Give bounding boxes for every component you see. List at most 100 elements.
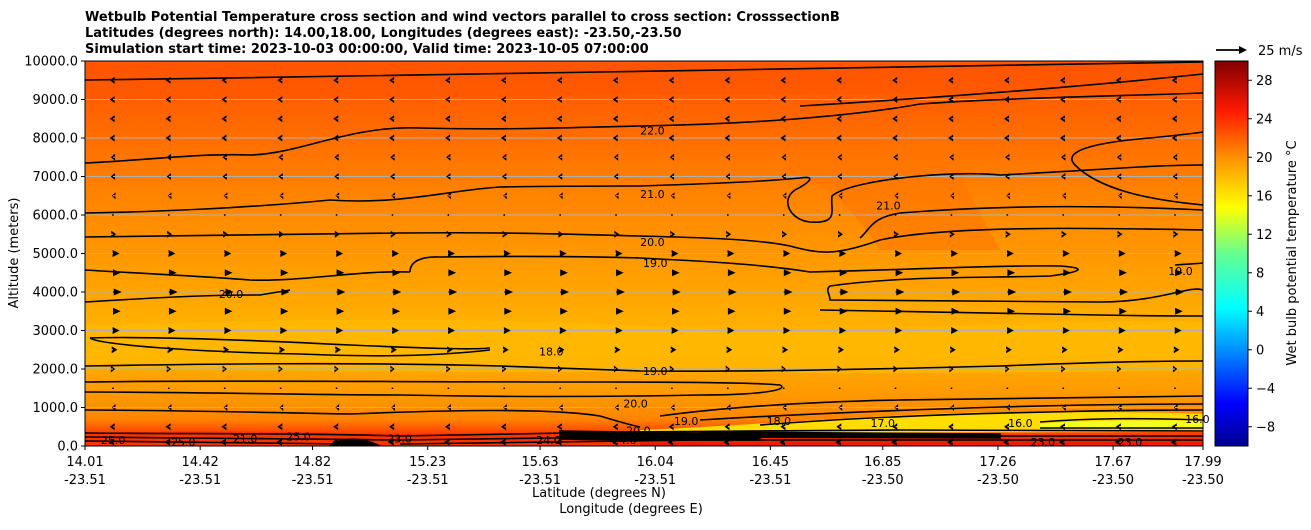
wind-vector xyxy=(669,153,675,161)
x-tick-label-lat: 14.42 xyxy=(182,455,219,470)
wind-vector xyxy=(724,115,730,123)
wind-vector xyxy=(950,404,955,411)
wind-vector xyxy=(613,153,619,161)
wind-vector xyxy=(447,192,451,200)
wind-vector xyxy=(280,327,288,334)
wind-vector xyxy=(726,387,729,390)
colorbar-label: Wet bulb potential temperature °C xyxy=(1285,140,1300,365)
wind-vector xyxy=(223,404,228,411)
wind-vector xyxy=(555,438,562,446)
wind-vector xyxy=(221,76,227,84)
wind-vector xyxy=(668,134,674,142)
wind-vector xyxy=(837,173,842,180)
wind-vector xyxy=(277,423,283,431)
wind-vector xyxy=(1175,307,1183,315)
wind-vector xyxy=(335,192,340,200)
wind-vector xyxy=(1062,327,1070,334)
wind-vector xyxy=(1174,327,1182,334)
wind-vector xyxy=(1061,365,1066,373)
wind-vector xyxy=(167,192,172,200)
wind-vector xyxy=(559,192,563,200)
wind-vector xyxy=(1062,346,1068,354)
wind-vector xyxy=(334,153,339,161)
wind-vector xyxy=(1006,192,1010,200)
x-tick-label-lat: 16.85 xyxy=(864,455,901,470)
wind-vector xyxy=(557,173,563,180)
wind-vector xyxy=(668,115,674,123)
wind-vector xyxy=(220,438,226,446)
contour-fill-warm-band xyxy=(85,319,1203,373)
wind-vector xyxy=(333,423,339,431)
wind-vector xyxy=(1115,115,1121,123)
wind-vector xyxy=(500,134,506,142)
x-tick-label-lon: -23.51 xyxy=(749,473,791,488)
wind-vector xyxy=(392,327,400,334)
gridlines xyxy=(85,99,1203,408)
wind-vector xyxy=(1172,365,1178,373)
wind-vector xyxy=(724,423,730,431)
wind-vector xyxy=(165,115,171,123)
wind-vector xyxy=(1006,387,1009,390)
wind-vector xyxy=(1174,250,1182,257)
contour-line xyxy=(85,227,1203,253)
wind-vector xyxy=(727,327,735,334)
wind-vector xyxy=(1006,404,1010,411)
wind-vector xyxy=(391,346,397,354)
wind-vector xyxy=(950,346,956,354)
contour-line xyxy=(659,395,1203,417)
colorbar-tick-label: 4 xyxy=(1256,305,1264,320)
contour-label: 20.0 xyxy=(219,288,244,301)
contour-line xyxy=(1174,262,1203,266)
contour-line xyxy=(85,380,783,398)
wind-vector xyxy=(614,346,621,354)
wind-vector xyxy=(166,365,172,373)
wind-vector xyxy=(1117,230,1123,238)
contour-label: 21.0 xyxy=(233,432,258,445)
wind-vector xyxy=(895,327,903,334)
wind-vector xyxy=(336,307,345,315)
wind-vector xyxy=(447,404,451,411)
wind-vector xyxy=(445,76,451,84)
wind-vector xyxy=(1063,269,1071,277)
x-tick-label-lat: 17.26 xyxy=(979,455,1016,470)
wind-vector xyxy=(1062,387,1065,390)
wind-vector xyxy=(724,76,730,84)
wind-vector xyxy=(725,173,730,180)
wind-vector xyxy=(224,288,234,296)
wind-vector xyxy=(951,307,960,315)
wind-vector xyxy=(222,365,227,373)
wind-vector xyxy=(559,404,563,411)
wind-vector xyxy=(894,387,897,390)
wind-vector xyxy=(223,387,226,390)
wind-vector xyxy=(503,192,507,200)
x-tick-label-lat: 16.45 xyxy=(752,455,789,470)
wind-vector xyxy=(279,404,284,411)
wind-vector xyxy=(725,365,731,373)
wind-vector xyxy=(448,288,458,296)
wind-vector xyxy=(668,423,674,431)
wind-vector xyxy=(948,423,954,431)
wind-vector xyxy=(278,173,283,180)
wind-vector xyxy=(448,307,457,315)
wind-vector xyxy=(1171,134,1177,142)
wind-vector xyxy=(948,134,954,142)
wind-vector xyxy=(1115,96,1121,103)
wind-vector xyxy=(951,327,959,334)
contour-line xyxy=(85,289,291,303)
wind-vector xyxy=(503,327,511,334)
chart-title-line-3: Simulation start time: 2023-10-03 00:00:… xyxy=(85,42,649,57)
wind-vector xyxy=(390,153,395,161)
y-tick-label: 7000.0 xyxy=(33,170,79,185)
wind-vector xyxy=(1170,438,1177,446)
wind-vector xyxy=(1118,404,1122,411)
wind-vector xyxy=(389,134,395,142)
wind-vector xyxy=(388,438,394,446)
wind-vector xyxy=(950,387,953,390)
wind-vector xyxy=(279,387,282,390)
wind-vector xyxy=(224,250,232,257)
wind-vector xyxy=(1061,153,1066,161)
wind-vector xyxy=(559,327,567,334)
wind-vector xyxy=(221,115,227,123)
wind-vector xyxy=(1004,134,1010,142)
y-axis: 0.0 1000.0 2000.0 3000.0 4000.0 5000.0 6000.0 7… xyxy=(24,55,85,455)
